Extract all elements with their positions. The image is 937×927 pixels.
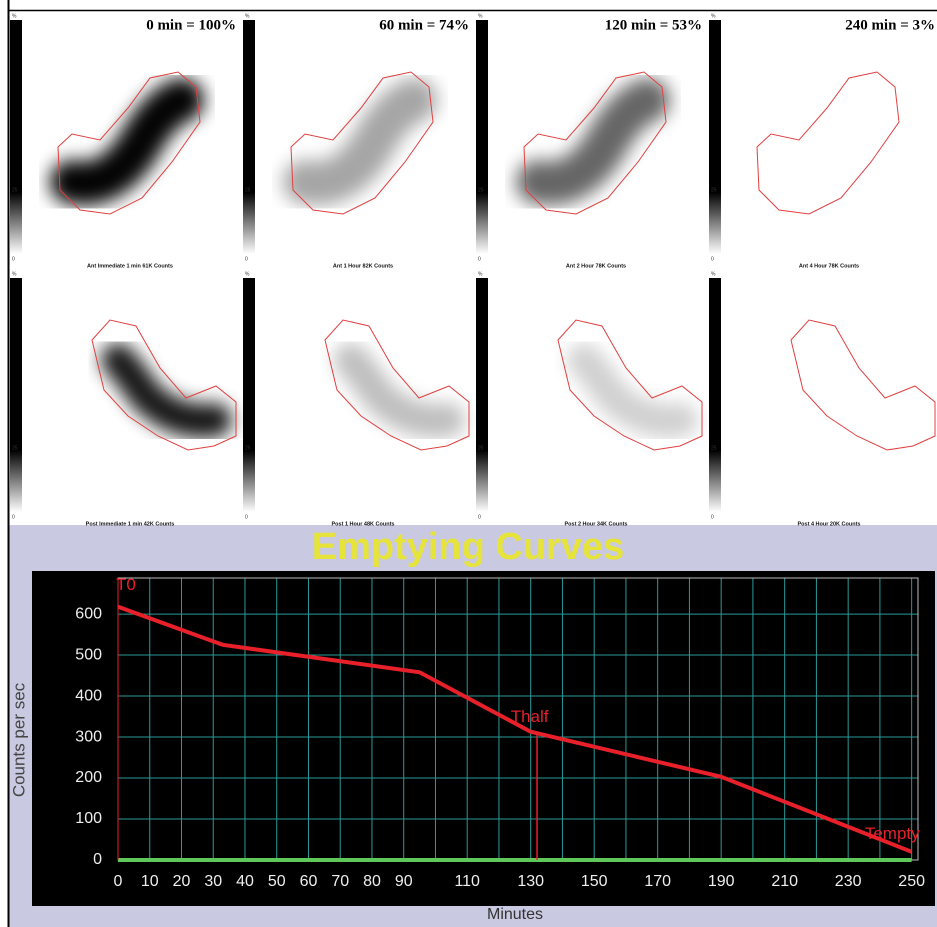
colorbar-label: %: [711, 271, 716, 277]
colorbar-gradient: [10, 450, 22, 512]
x-tick-label: 70: [331, 873, 349, 890]
y-tick-label: 0: [93, 851, 102, 868]
x-axis-label: Minutes: [487, 906, 543, 923]
x-tick-label: 130: [517, 873, 544, 890]
colorbar-label: %: [245, 13, 250, 19]
time-header: 240 min = 3%: [845, 17, 935, 33]
y-tick-label: 200: [75, 769, 102, 786]
colorbar-label: 25: [711, 445, 717, 451]
annotation: Thalf: [511, 707, 549, 726]
colorbar-label: 0: [245, 514, 248, 520]
colorbar-black: [10, 20, 22, 192]
x-tick-label: 50: [268, 873, 286, 890]
x-tick-label: 40: [236, 873, 254, 890]
y-tick-label: 400: [75, 687, 102, 704]
x-tick-label: 30: [204, 873, 222, 890]
colorbar-gradient: [243, 192, 255, 254]
x-tick-label: 60: [300, 873, 318, 890]
y-tick-label: 300: [75, 728, 102, 745]
colorbar-label: 25: [245, 445, 251, 451]
colorbar-label: %: [478, 271, 483, 277]
page: %250Ant Immediate 1 min 61K Counts0 min …: [0, 0, 937, 927]
x-tick-label: 190: [708, 873, 735, 890]
colorbar-black: [243, 20, 255, 192]
colorbar-black: [10, 278, 22, 450]
colorbar-gradient: [476, 192, 488, 254]
colorbar-label: %: [478, 13, 483, 19]
colorbar-gradient: [476, 450, 488, 512]
time-header: 60 min = 74%: [379, 17, 469, 33]
x-tick-label: 80: [363, 873, 381, 890]
colorbar-gradient: [10, 192, 22, 254]
colorbar-black: [709, 20, 721, 192]
colorbar-label: 0: [245, 256, 248, 262]
x-tick-label: 170: [644, 873, 671, 890]
x-tick-label: 110: [454, 873, 480, 890]
colorbar-label: %: [711, 13, 716, 19]
colorbar-label: 0: [478, 256, 481, 262]
x-tick-label: 150: [581, 873, 608, 890]
colorbar-label: %: [12, 271, 17, 277]
image-caption: Ant 2 Hour 78K Counts: [566, 263, 626, 269]
x-tick-label: 0: [114, 873, 123, 890]
colorbar-gradient: [243, 450, 255, 512]
time-header: 0 min = 100%: [146, 17, 236, 33]
colorbar-label: %: [12, 13, 17, 19]
colorbar-label: 25: [245, 187, 251, 193]
image-caption: Ant Immediate 1 min 61K Counts: [87, 263, 173, 269]
colorbar-label: 25: [478, 445, 484, 451]
time-header: 120 min = 53%: [605, 17, 702, 33]
plot-panel: [32, 571, 935, 906]
colorbar-label: 25: [12, 445, 18, 451]
y-tick-label: 100: [75, 810, 102, 827]
chart-title: Emptying Curves: [312, 526, 625, 568]
colorbar-label: 0: [711, 256, 714, 262]
colorbar-label: %: [245, 271, 250, 277]
colorbar-black: [476, 278, 488, 450]
y-tick-label: 500: [75, 646, 102, 663]
image-caption: Post Immediate 1 min 42K Counts: [86, 521, 175, 527]
x-tick-label: 90: [395, 873, 413, 890]
image-caption: Post 4 Hour 20K Counts: [798, 521, 861, 527]
image-caption: Ant 1 Hour 82K Counts: [333, 263, 393, 269]
colorbar-black: [243, 278, 255, 450]
colorbar-gradient: [709, 450, 721, 512]
annotation: Tempty: [865, 824, 920, 843]
y-tick-label: 600: [75, 605, 102, 622]
colorbar-label: 0: [12, 256, 15, 262]
colorbar-label: 0: [12, 514, 15, 520]
colorbar-label: 25: [711, 187, 717, 193]
y-axis-label: Counts per sec: [9, 682, 28, 797]
colorbar-label: 25: [12, 187, 18, 193]
colorbar-black: [709, 278, 721, 450]
annotation: T0: [116, 575, 136, 594]
x-tick-label: 230: [835, 873, 862, 890]
x-tick-label: 210: [771, 873, 798, 890]
x-tick-label: 20: [173, 873, 191, 890]
image-caption: Ant 4 Hour 78K Counts: [799, 263, 859, 269]
colorbar-label: 0: [711, 514, 714, 520]
colorbar-gradient: [709, 192, 721, 254]
colorbar-black: [476, 20, 488, 192]
colorbar-label: 25: [478, 187, 484, 193]
x-tick-label: 250: [898, 873, 925, 890]
colorbar-label: 0: [478, 514, 481, 520]
x-tick-label: 10: [141, 873, 159, 890]
